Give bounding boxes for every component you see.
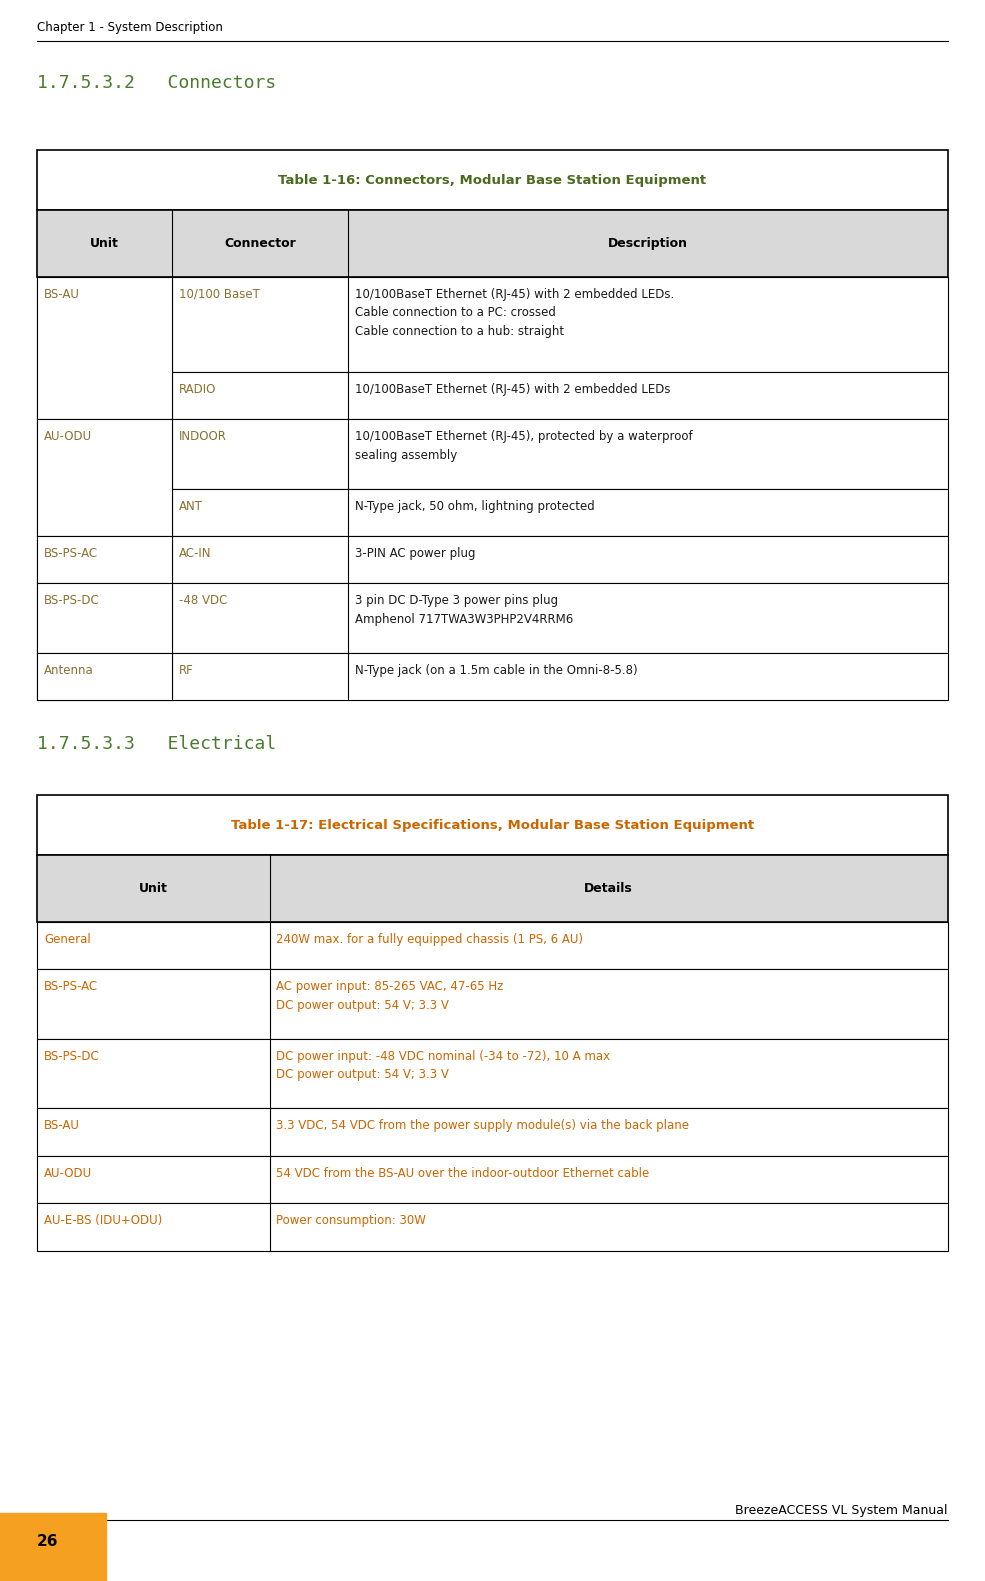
Bar [37,1039,948,1108]
Bar [37,922,948,969]
Text: Description: Description [608,237,688,250]
Text: BS-PS-AC: BS-PS-AC [44,547,98,560]
Bar [37,372,948,419]
Text: Unit: Unit [91,237,119,250]
Text: ANT: ANT [179,500,203,512]
Text: Chapter 1 - System Description: Chapter 1 - System Description [37,21,224,33]
Bar [37,1108,948,1156]
Text: BS-PS-DC: BS-PS-DC [44,1050,100,1062]
Text: 1.7.5.3.3   Electrical: 1.7.5.3.3 Electrical [37,735,277,753]
Bar [37,536,172,583]
Bar [37,653,172,700]
Text: N-Type jack (on a 1.5m cable in the Omni-8-5.8): N-Type jack (on a 1.5m cable in the Omni… [355,664,637,677]
Text: Table 1-16: Connectors, Modular Base Station Equipment: Table 1-16: Connectors, Modular Base Sta… [279,174,706,187]
Bar [0,1513,106,1581]
Bar [37,969,948,1039]
Text: BS-AU: BS-AU [44,1119,80,1132]
Bar [37,583,948,653]
Text: Table 1-17: Electrical Specifications, Modular Base Station Equipment: Table 1-17: Electrical Specifications, M… [230,819,755,832]
Text: AC power input: 85-265 VAC, 47-65 Hz
DC power output: 54 V; 3.3 V: AC power input: 85-265 VAC, 47-65 Hz DC … [277,980,503,1012]
Bar [37,1156,948,1203]
Bar [37,583,172,653]
Text: Power consumption: 30W: Power consumption: 30W [277,1214,427,1227]
Text: 240W max. for a fully equipped chassis (1 PS, 6 AU): 240W max. for a fully equipped chassis (… [277,933,583,945]
Text: BS-PS-AC: BS-PS-AC [44,980,98,993]
Text: Connector: Connector [224,237,296,250]
Bar [37,150,948,210]
Text: Antenna: Antenna [44,664,95,677]
Bar [37,489,948,536]
Text: RADIO: RADIO [179,383,217,395]
Text: 10/100BaseT Ethernet (RJ-45) with 2 embedded LEDs: 10/100BaseT Ethernet (RJ-45) with 2 embe… [355,383,670,395]
Bar [37,419,948,489]
Text: 1.7.5.3.2   Connectors: 1.7.5.3.2 Connectors [37,74,277,92]
Bar [37,855,948,922]
Text: INDOOR: INDOOR [179,430,227,443]
Bar [37,277,172,419]
Text: BreezeACCESS VL System Manual: BreezeACCESS VL System Manual [735,1504,948,1518]
Text: 54 VDC from the BS-AU over the indoor-outdoor Ethernet cable: 54 VDC from the BS-AU over the indoor-ou… [277,1167,650,1179]
Text: RF: RF [179,664,194,677]
Text: BS-PS-DC: BS-PS-DC [44,594,100,607]
Text: General: General [44,933,91,945]
Bar [37,210,948,277]
Text: 26: 26 [36,1535,58,1549]
Bar [37,653,948,700]
Bar [37,277,948,372]
Text: 10/100BaseT Ethernet (RJ-45) with 2 embedded LEDs.
Cable connection to a PC: cro: 10/100BaseT Ethernet (RJ-45) with 2 embe… [355,288,674,338]
Text: AU-ODU: AU-ODU [44,1167,93,1179]
Text: 3-PIN AC power plug: 3-PIN AC power plug [355,547,475,560]
Text: 10/100BaseT Ethernet (RJ-45), protected by a waterproof
sealing assembly: 10/100BaseT Ethernet (RJ-45), protected … [355,430,692,462]
Bar [37,536,948,583]
Text: 3 pin DC D-Type 3 power pins plug
Amphenol 717TWA3W3PHP2V4RRM6: 3 pin DC D-Type 3 power pins plug Amphen… [355,594,573,626]
Text: 3.3 VDC, 54 VDC from the power supply module(s) via the back plane: 3.3 VDC, 54 VDC from the power supply mo… [277,1119,690,1132]
Text: 10/100 BaseT: 10/100 BaseT [179,288,260,300]
Bar [37,795,948,855]
Bar [37,1203,948,1251]
Text: AC-IN: AC-IN [179,547,212,560]
Text: Unit: Unit [139,882,167,895]
Bar [37,419,172,536]
Text: -48 VDC: -48 VDC [179,594,228,607]
Text: AU-E-BS (IDU+ODU): AU-E-BS (IDU+ODU) [44,1214,163,1227]
Text: Details: Details [584,882,633,895]
Text: BS-AU: BS-AU [44,288,80,300]
Text: N-Type jack, 50 ohm, lightning protected: N-Type jack, 50 ohm, lightning protected [355,500,594,512]
Text: DC power input: -48 VDC nominal (-34 to -72), 10 A max
DC power output: 54 V; 3.: DC power input: -48 VDC nominal (-34 to … [277,1050,611,1081]
Text: AU-ODU: AU-ODU [44,430,93,443]
